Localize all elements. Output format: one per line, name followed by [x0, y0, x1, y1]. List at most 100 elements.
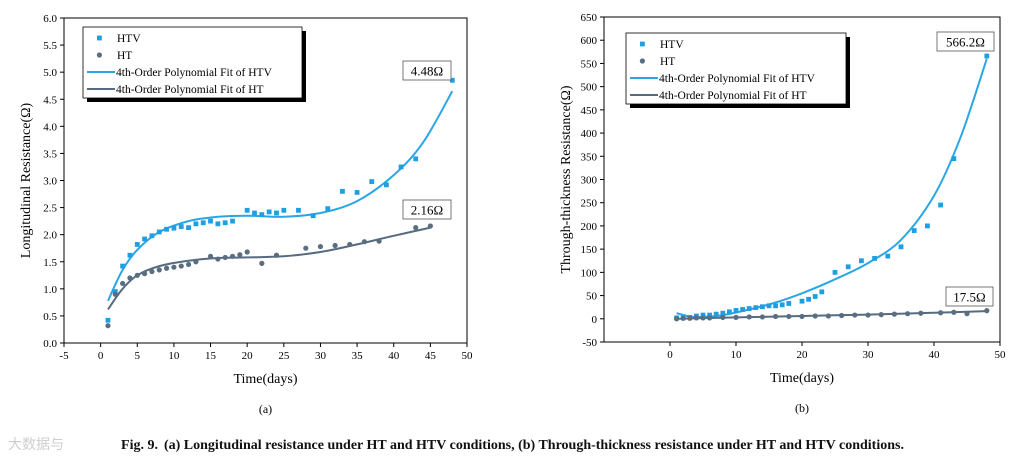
y-tick-label: 100 [581, 267, 598, 279]
x-tick-label: -5 [59, 350, 69, 362]
legend-label: HT [117, 50, 132, 62]
legend-label: HTV [660, 39, 684, 51]
y-tick-label: 5.0 [43, 67, 57, 79]
data-point-htv [274, 210, 279, 216]
data-point-htv [753, 305, 759, 311]
data-point-htv [806, 296, 811, 302]
panel-label: (a) [259, 402, 272, 416]
data-point-htv [310, 213, 316, 219]
y-tick-label: -50 [582, 337, 597, 349]
data-point-ht [865, 312, 871, 318]
y-tick-label: 0 [592, 314, 598, 326]
data-point-ht [687, 315, 693, 321]
data-point-htv [369, 179, 375, 184]
figure-caption: Fig. 9. (a) Longitudinal resistance under… [0, 438, 1025, 454]
data-point-ht [733, 314, 739, 320]
data-point-htv [746, 306, 752, 311]
data-point-ht [332, 242, 338, 249]
x-tick-label: 25 [278, 350, 290, 362]
x-tick-label: 20 [242, 350, 254, 362]
data-point-ht [938, 310, 944, 316]
data-point-ht [347, 241, 353, 248]
data-point-htv [799, 298, 805, 304]
data-point-ht [951, 309, 957, 315]
data-point-ht [317, 243, 324, 250]
y-tick-label: 4.5 [43, 94, 57, 106]
data-point-htv [156, 229, 162, 235]
data-point-htv [112, 289, 118, 294]
legend-box [625, 32, 847, 105]
data-point-ht [746, 314, 752, 320]
data-point-ht [984, 308, 990, 314]
y-tick-label: 300 [581, 175, 598, 187]
caption-text: (a) Longitudinal resistance under HT and… [163, 438, 904, 453]
y-axis-label: Longitudinal Resistance(Ω) [19, 102, 34, 258]
x-tick-label: 50 [462, 350, 474, 362]
x-tick-label: 30 [315, 350, 327, 362]
y-tick-label: 2.0 [43, 230, 57, 242]
data-point-htv [178, 224, 184, 229]
data-point-ht [674, 316, 680, 322]
y-tick-label: 2.5 [43, 203, 57, 215]
data-point-htv [707, 312, 712, 318]
data-point-ht [799, 313, 805, 320]
data-point-ht [163, 265, 170, 271]
y-tick-label: 1.5 [43, 257, 57, 269]
y-tick-label: 1.0 [43, 284, 57, 296]
data-point-ht [720, 314, 726, 320]
data-point-htv [845, 264, 851, 270]
data-point-htv [120, 263, 126, 269]
x-tick-label: 0 [667, 349, 673, 361]
data-point-ht [361, 239, 368, 245]
data-point-htv [105, 317, 111, 323]
data-point-ht [812, 313, 818, 319]
data-point-htv [193, 221, 199, 227]
data-point-ht [891, 311, 898, 317]
data-point-htv [449, 77, 455, 83]
annotation-label: 17.5Ω [953, 290, 985, 305]
data-point-ht [273, 252, 280, 258]
annotation-label: 566.2Ω [946, 35, 985, 50]
data-point-ht [786, 313, 792, 320]
caption-label: Fig. 9. [121, 438, 158, 453]
y-tick-label: 150 [581, 244, 598, 256]
legend-marker-ht [96, 52, 102, 58]
y-axis-label: Through-thickness Resistance(Ω) [559, 85, 574, 273]
data-point-ht [156, 267, 162, 273]
data-point-ht [185, 261, 192, 268]
data-point-htv [766, 303, 772, 309]
data-point-ht [839, 312, 845, 319]
data-point-ht [825, 313, 832, 319]
data-point-htv [230, 218, 235, 224]
data-point-ht [193, 259, 199, 265]
data-point-htv [208, 218, 213, 224]
legend-label: HT [660, 56, 675, 68]
data-point-ht [229, 253, 236, 259]
data-point-ht [376, 238, 382, 244]
data-point-htv [760, 304, 765, 310]
data-point-ht [773, 313, 779, 320]
data-point-htv [127, 252, 133, 258]
x-axis-label: Time(days) [770, 371, 834, 386]
data-point-htv [200, 220, 206, 226]
data-point-ht [120, 280, 126, 287]
data-point-htv [164, 226, 169, 232]
chart-panel-b: 0 10 20 30 40 50 -50 0 50 100 150 200 250 300 350 400 45… [559, 12, 1006, 415]
data-point-htv [779, 302, 785, 308]
data-point-ht [142, 271, 148, 277]
data-point-ht [680, 315, 686, 321]
data-point-htv [700, 312, 706, 318]
data-point-htv [252, 210, 257, 216]
y-tick-label: 600 [581, 35, 598, 47]
legend-label: 4th-Order Polynomial Fit of HTV [116, 67, 273, 79]
x-tick-label: 40 [388, 350, 400, 362]
y-tick-label: 500 [581, 82, 598, 94]
data-point-ht [244, 249, 250, 255]
data-point-ht [852, 312, 858, 318]
x-tick-label: 50 [995, 349, 1007, 361]
data-point-ht [693, 315, 700, 321]
y-tick-label: 0.5 [43, 311, 57, 323]
data-point-htv [720, 310, 726, 316]
data-point-htv [911, 228, 917, 233]
